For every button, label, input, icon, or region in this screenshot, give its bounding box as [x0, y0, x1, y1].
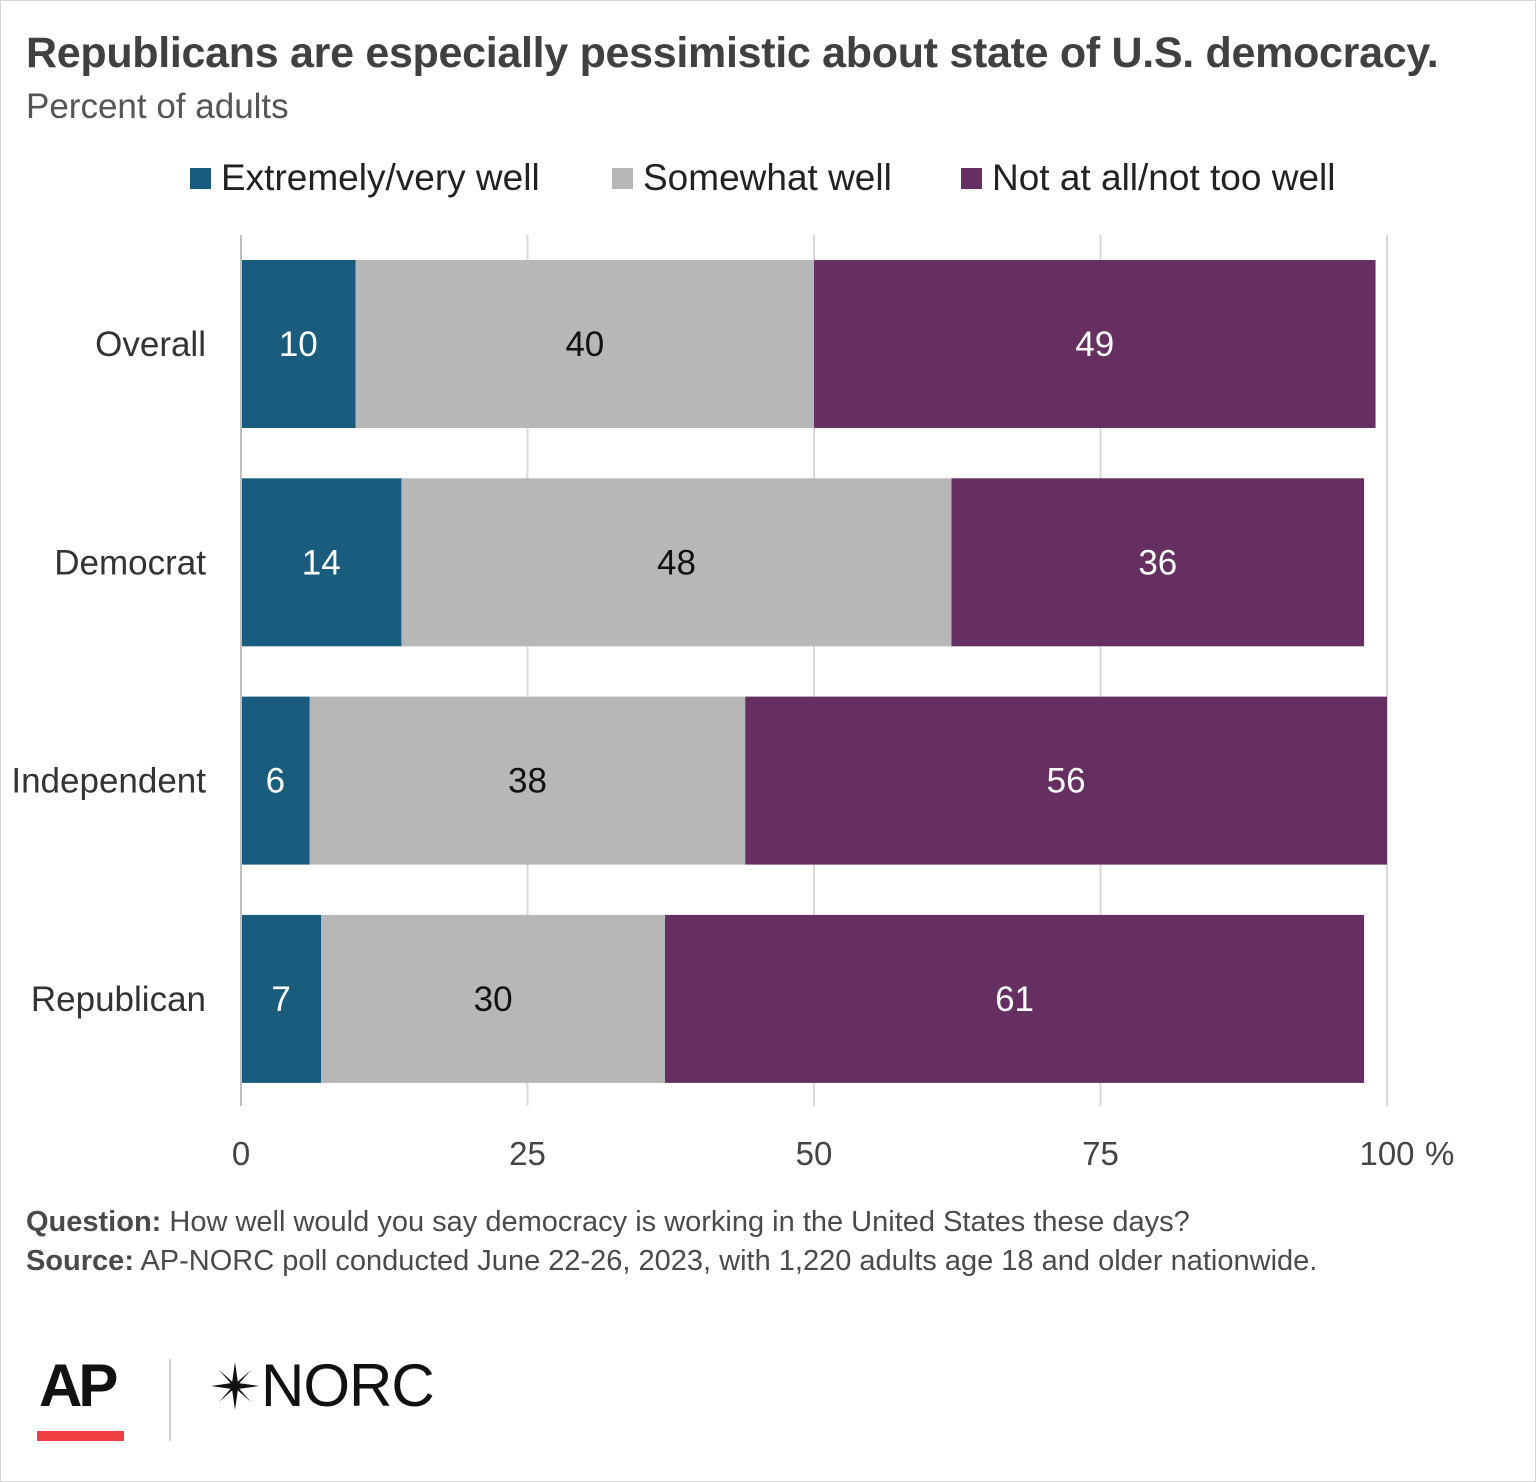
data-label: 10 [279, 325, 318, 364]
bar-segment [241, 260, 356, 428]
x-tick-label: 100 [1359, 1135, 1414, 1172]
norc-logo: NORC [209, 1352, 435, 1419]
category-label: Democrat [54, 543, 206, 582]
norc-logo-text: NORC [261, 1352, 435, 1419]
data-label: 36 [1138, 543, 1177, 582]
data-label: 49 [1075, 325, 1114, 364]
norc-star-icon [211, 1362, 259, 1410]
data-label: 7 [271, 980, 290, 1019]
question-note: Question: How well would you say democra… [26, 1203, 1317, 1242]
legend-item-somewhat-well: Somewhat well [612, 157, 892, 199]
bar-segment [241, 478, 402, 647]
bar-segment [241, 696, 310, 865]
stacked-bar-chart: 0 25 50 75 100 % Overall 10 40 49 Democrat 14 48 36 In… [11, 235, 1454, 1172]
bar-segment [814, 260, 1376, 428]
legend-item-extremely-very-well: Extremely/very well [190, 157, 540, 199]
question-text: How well would you say democracy is work… [161, 1206, 1190, 1238]
legend-item-not-at-all-not-too-well: Not at all/not too well [961, 157, 1335, 199]
data-label: 30 [474, 980, 513, 1019]
data-label: 14 [302, 543, 341, 582]
chart-subtitle: Percent of adults [26, 87, 289, 126]
source-text: AP-NORC poll conducted June 22-26, 2023,… [133, 1245, 1318, 1277]
legend-swatch [190, 167, 211, 189]
legend: Extremely/very well Somewhat well Not at… [1, 157, 1536, 205]
source-label: Source: [26, 1245, 134, 1277]
ap-logo-underline [37, 1431, 124, 1441]
data-label: 40 [565, 325, 604, 364]
bar-segment [745, 696, 1387, 865]
bar-segment [241, 914, 322, 1083]
legend-swatch [961, 167, 982, 189]
chart-notes: Question: How well would you say democra… [26, 1203, 1317, 1281]
question-label: Question: [26, 1206, 162, 1238]
x-unit-label: % [1425, 1135, 1454, 1172]
x-tick-label: 25 [509, 1135, 546, 1172]
x-tick-label: 75 [1082, 1135, 1119, 1172]
chart-title: Republicans are especially pessimistic a… [26, 29, 1439, 77]
data-label: 48 [657, 543, 696, 582]
x-tick-label: 50 [796, 1135, 833, 1172]
category-label: Republican [31, 980, 206, 1019]
bar-segment [321, 914, 666, 1083]
logo-divider [169, 1359, 171, 1441]
legend-label: Somewhat well [643, 157, 892, 198]
data-label: 61 [995, 980, 1034, 1019]
data-label: 56 [1047, 762, 1086, 801]
data-label: 38 [508, 762, 547, 801]
source-note: Source: AP-NORC poll conducted June 22-2… [26, 1242, 1317, 1281]
bar-segment [951, 478, 1365, 647]
legend-swatch [612, 167, 633, 189]
bar-segment [355, 260, 814, 428]
ap-logo: AP [39, 1352, 118, 1419]
bar-segment [309, 696, 746, 865]
data-label: 6 [266, 762, 285, 801]
x-tick-label: 0 [232, 1135, 250, 1172]
legend-label: Not at all/not too well [992, 157, 1336, 198]
bar-segment [401, 478, 952, 647]
bar-segment [665, 914, 1365, 1083]
category-label: Independent [11, 762, 206, 801]
category-label: Overall [95, 325, 206, 364]
legend-label: Extremely/very well [221, 157, 540, 198]
